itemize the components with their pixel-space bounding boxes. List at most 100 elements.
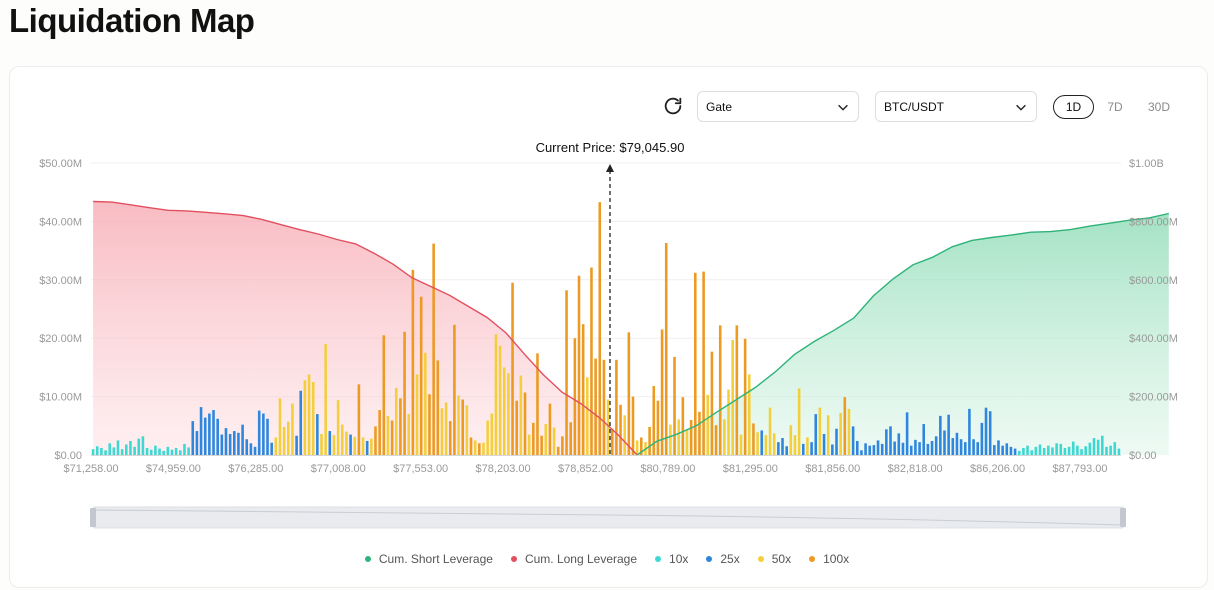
legend-item-50x[interactable]: 50x xyxy=(757,552,792,566)
liquidation-bar-100x xyxy=(594,358,597,455)
liquidation-bar-100x xyxy=(523,392,527,455)
liquidation-bar-50x xyxy=(494,334,498,455)
liquidation-bar-50x xyxy=(826,415,830,455)
liquidation-bar-25x xyxy=(972,439,975,455)
liquidation-bar-50x xyxy=(332,435,336,455)
liquidation-bar-100x xyxy=(652,386,656,455)
liquidation-bar-50x xyxy=(486,420,489,455)
liquidation-bar-100x xyxy=(565,290,568,455)
liquidation-bar-50x xyxy=(586,377,589,455)
refresh-icon[interactable] xyxy=(662,95,684,117)
legend-item-25x[interactable]: 25x xyxy=(706,552,740,566)
legend-label-50x: 50x xyxy=(771,552,792,566)
liquidation-bar-100x xyxy=(357,384,361,455)
liquidation-bar-50x xyxy=(748,374,751,455)
liquidation-bar-100x xyxy=(515,400,518,455)
liquidation-bar-100x xyxy=(453,324,456,455)
liquidation-bar-100x xyxy=(752,423,755,455)
liquidation-bar-50x xyxy=(552,427,556,455)
range-slider-right-handle[interactable] xyxy=(1120,508,1126,527)
liquidation-bar-25x xyxy=(199,407,203,455)
range-slider-left-handle[interactable] xyxy=(90,508,96,527)
cum-short-area xyxy=(637,213,1169,455)
liquidation-bar-25x xyxy=(893,441,896,455)
y-left-tick-label: $50.00M xyxy=(39,158,82,170)
liquidation-bar-10x xyxy=(1113,442,1117,455)
liquidation-bar-100x xyxy=(419,296,423,455)
liquidation-bar-50x xyxy=(361,437,365,455)
liquidation-bar-25x xyxy=(889,426,892,455)
liquidation-bar-25x xyxy=(316,414,319,455)
pair-select[interactable]: BTC/USDT xyxy=(875,91,1037,122)
liquidation-bar-10x xyxy=(137,438,141,455)
liquidation-bar-10x xyxy=(1080,449,1083,455)
liquidation-bar-10x xyxy=(1096,439,1100,455)
x-tick-label: $80,789.00 xyxy=(640,463,695,475)
liquidation-bar-25x xyxy=(959,439,963,455)
liquidation-bar-100x xyxy=(569,422,572,455)
legend-label-100x: 100x xyxy=(823,552,850,566)
liquidation-bar-100x xyxy=(718,325,722,455)
liquidation-bar-10x xyxy=(1026,445,1029,455)
liquidation-bar-10x xyxy=(183,443,186,455)
liquidation-bar-10x xyxy=(1017,450,1021,455)
legend-item-cum-short[interactable]: Cum. Short Leverage xyxy=(364,552,493,566)
x-tick-label: $78,852.00 xyxy=(558,463,613,475)
liquidation-bar-100x xyxy=(702,271,705,455)
liquidation-bar-10x xyxy=(166,446,170,455)
y-left-tick-label: $40.00M xyxy=(39,216,82,228)
x-tick-label: $76,285.00 xyxy=(228,463,283,475)
liquidation-bar-50x xyxy=(415,374,419,455)
liquidation-bar-100x xyxy=(698,411,701,455)
liquidation-bar-50x xyxy=(286,421,290,455)
legend-dot-25x xyxy=(706,556,713,562)
liquidation-bar-100x xyxy=(710,351,714,455)
liquidation-bar-100x xyxy=(428,394,431,455)
liquidation-bar-10x xyxy=(179,450,182,455)
liquidation-bar-25x xyxy=(245,439,249,455)
liquidation-bar-50x xyxy=(839,412,842,455)
y-right-tick-label: $1.00B xyxy=(1129,158,1164,170)
liquidation-bar-50x xyxy=(482,442,485,455)
liquidation-bar-100x xyxy=(581,324,585,455)
liquidation-bar-25x xyxy=(266,418,269,455)
liquidation-bar-10x xyxy=(104,450,107,455)
range-slider-track xyxy=(92,506,1125,529)
legend-item-10x[interactable]: 10x xyxy=(655,552,688,566)
exchange-select[interactable]: Gate xyxy=(697,91,859,122)
liquidation-bar-10x xyxy=(1092,438,1096,455)
liquidation-bar-25x xyxy=(876,440,880,455)
liquidation-bar-10x xyxy=(145,447,149,455)
liquidation-bar-25x xyxy=(963,442,967,455)
liquidation-bar-10x xyxy=(1051,447,1054,455)
liquidation-bar-100x xyxy=(432,243,435,455)
liquidation-bar-50x xyxy=(818,407,822,455)
liquidation-bar-100x xyxy=(735,325,739,455)
y-left-tick-label: $10.00M xyxy=(39,392,82,404)
liquidation-bar-50x xyxy=(320,433,323,455)
liquidation-bar-10x xyxy=(116,440,120,455)
timeframe-7d-button[interactable]: 7D xyxy=(1107,100,1123,114)
liquidation-bar-25x xyxy=(988,411,992,455)
legend-item-100x[interactable]: 100x xyxy=(809,552,849,566)
cum-long-area xyxy=(93,201,638,455)
exchange-select-value: Gate xyxy=(706,99,733,114)
liquidation-bar-25x xyxy=(1001,445,1004,455)
liquidation-bar-25x xyxy=(897,433,901,455)
liquidation-bar-10x xyxy=(1071,441,1075,455)
liquidation-bar-10x xyxy=(149,449,153,455)
liquidation-bar-50x xyxy=(731,339,734,455)
timeframe-30d-button[interactable]: 30D xyxy=(1147,100,1170,114)
liquidation-bar-50x xyxy=(274,437,278,455)
liquidation-bar-100x xyxy=(598,202,602,455)
legend-item-cum-long[interactable]: Cum. Long Leverage xyxy=(510,552,637,566)
liquidation-bar-10x xyxy=(95,446,99,455)
liquidation-bar-25x xyxy=(299,390,303,455)
liquidation-bar-100x xyxy=(673,356,676,455)
timeframe-1d-button[interactable]: 1D xyxy=(1053,95,1094,119)
liquidation-bar-50x xyxy=(544,424,548,455)
liquidation-bar-25x xyxy=(976,442,980,455)
liquidation-bar-10x xyxy=(108,443,111,455)
liquidation-bar-50x xyxy=(394,387,398,455)
liquidation-bar-100x xyxy=(743,338,747,455)
